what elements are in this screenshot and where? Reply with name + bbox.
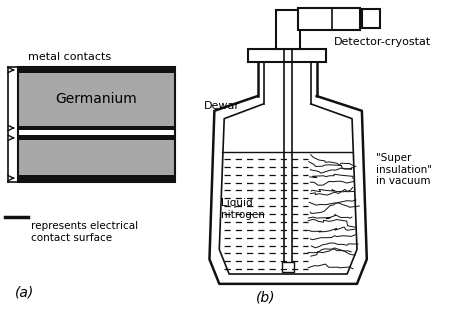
Bar bbox=[18, 67, 175, 73]
Bar bbox=[18, 135, 175, 140]
Text: Germanium: Germanium bbox=[56, 92, 137, 106]
Bar bbox=[362, 9, 379, 28]
Text: Detector-cryostat: Detector-cryostat bbox=[334, 37, 432, 47]
Text: Liquid
nitrogen: Liquid nitrogen bbox=[221, 198, 265, 220]
Bar bbox=[18, 140, 175, 175]
Bar bbox=[18, 126, 175, 130]
Bar bbox=[18, 175, 175, 181]
Bar bbox=[276, 10, 300, 49]
Bar bbox=[18, 73, 175, 126]
Bar bbox=[18, 67, 175, 181]
Bar bbox=[18, 130, 175, 135]
Text: represents electrical
contact surface: represents electrical contact surface bbox=[31, 221, 139, 242]
Text: (a): (a) bbox=[15, 286, 34, 300]
Bar bbox=[298, 8, 360, 30]
Bar bbox=[248, 49, 327, 62]
Text: "Super
insulation"
in vacuum: "Super insulation" in vacuum bbox=[376, 153, 432, 187]
Text: (b): (b) bbox=[256, 291, 275, 305]
Text: metal contacts: metal contacts bbox=[28, 52, 111, 62]
Bar bbox=[282, 262, 294, 272]
Text: Dewar: Dewar bbox=[203, 101, 240, 111]
